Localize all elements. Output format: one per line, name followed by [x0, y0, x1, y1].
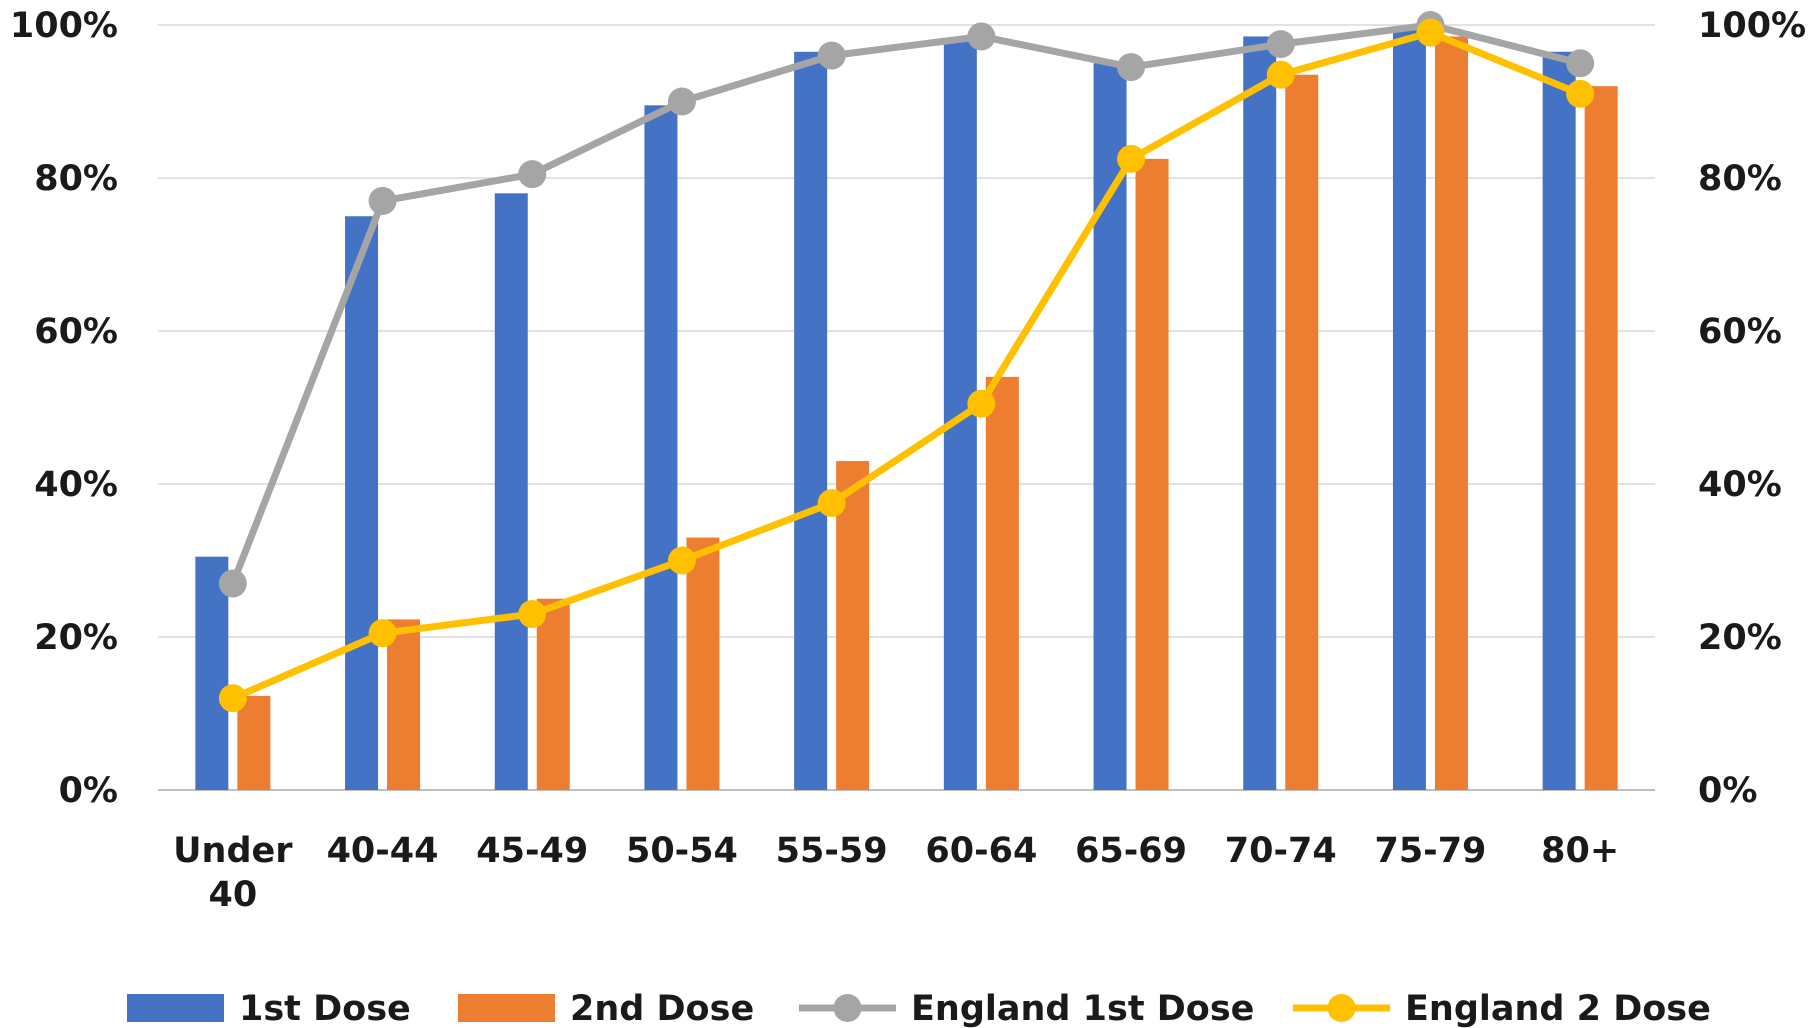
legend-marker — [833, 994, 862, 1022]
bar-second-dose — [686, 537, 720, 790]
y2-tick-label: 60% — [1698, 312, 1782, 352]
bar-first-dose — [1243, 36, 1277, 791]
point-england-first-dose — [1266, 30, 1295, 59]
point-england-second-dose — [817, 489, 846, 518]
point-england-second-dose — [218, 684, 247, 713]
bar-second-dose — [836, 461, 870, 790]
y2-tick-label: 0% — [1698, 771, 1757, 811]
point-england-first-dose — [518, 160, 547, 189]
x-tick-label-line: Under — [173, 831, 293, 871]
x-tick-label-line: 40-44 — [327, 831, 439, 871]
point-england-first-dose — [218, 569, 247, 598]
bar-second-dose — [985, 376, 1019, 790]
y-axis-left: 0% 20% 40% 60% 80% 100% — [10, 6, 118, 811]
x-tick-label: 65-69 — [1075, 831, 1187, 871]
point-england-first-dose — [1566, 49, 1595, 78]
x-tick-label: 55-59 — [776, 831, 888, 871]
point-england-second-dose — [1117, 144, 1146, 173]
y-tick-label: 60% — [34, 312, 118, 352]
y2-tick-label: 100% — [1698, 6, 1806, 46]
x-tick-label: 75-79 — [1374, 831, 1486, 871]
bar-first-dose — [644, 105, 678, 790]
x-axis: Under 40 40-44 45-49 50-54 55-59 60-64 65-69 70-… — [173, 831, 1619, 915]
point-england-second-dose — [667, 546, 696, 575]
point-england-second-dose — [518, 600, 547, 629]
x-tick-label: 50-54 — [626, 831, 738, 871]
x-tick-label-line: 80+ — [1541, 831, 1619, 871]
y-axis-right: 0% 20% 40% 60% 80% 100% — [1698, 6, 1806, 811]
x-tick-label-line: 75-79 — [1374, 831, 1486, 871]
x-tick-label: 40-44 — [327, 831, 439, 871]
x-tick-label-line: 70-74 — [1225, 831, 1337, 871]
y-tick-label: 100% — [10, 6, 118, 46]
point-england-first-dose — [817, 41, 846, 70]
point-england-second-dose — [368, 619, 397, 648]
y-tick-label: 20% — [34, 618, 118, 658]
x-tick-label: 70-74 — [1225, 831, 1337, 871]
legend: 1st Dose 2nd Dose England 1st Dose England … — [127, 989, 1711, 1028]
bar-second-dose — [1584, 86, 1618, 790]
line-england-first-dose — [229, 21, 1584, 587]
x-tick-label-line: 40 — [208, 875, 257, 915]
lines — [218, 11, 1595, 713]
y2-tick-label: 20% — [1698, 618, 1782, 658]
legend-marker — [1327, 994, 1356, 1022]
x-tick-label: 60-64 — [925, 831, 1037, 871]
legend-label: 1st Dose — [239, 989, 411, 1028]
x-tick-label: 80+ — [1541, 831, 1619, 871]
y-tick-label: 80% — [34, 159, 118, 199]
point-england-second-dose — [1266, 60, 1295, 89]
point-england-first-dose — [967, 22, 996, 51]
x-tick-label-line: 55-59 — [776, 831, 888, 871]
bar-second-dose — [237, 695, 271, 790]
y-tick-label: 0% — [59, 771, 118, 811]
line-england-second-dose — [229, 29, 1584, 702]
legend-swatch — [127, 994, 224, 1022]
legend-label: England 1st Dose — [911, 989, 1254, 1028]
bar-first-dose — [1392, 28, 1426, 790]
point-england-first-dose — [667, 87, 696, 116]
legend-label: 2nd Dose — [570, 989, 754, 1028]
y-tick-label: 40% — [34, 465, 118, 505]
bar-first-dose — [345, 216, 379, 790]
x-tick-label-line: 65-69 — [1075, 831, 1187, 871]
point-england-second-dose — [1416, 18, 1445, 47]
x-tick-label: Under 40 — [173, 831, 293, 915]
bar-first-dose — [1542, 51, 1576, 790]
bar-first-dose — [494, 193, 528, 791]
bar-second-dose — [387, 619, 421, 790]
bar-second-dose — [1135, 158, 1169, 790]
x-tick-label-line: 45-49 — [476, 831, 588, 871]
bar-first-dose — [794, 51, 828, 790]
y2-tick-label: 40% — [1698, 465, 1782, 505]
legend-swatch — [458, 994, 555, 1022]
point-england-second-dose — [967, 389, 996, 418]
x-tick-label: 45-49 — [476, 831, 588, 871]
point-england-first-dose — [1117, 53, 1146, 82]
bar-second-dose — [1285, 74, 1319, 791]
x-tick-label-line: 50-54 — [626, 831, 738, 871]
point-england-second-dose — [1566, 79, 1595, 108]
x-tick-label-line: 60-64 — [925, 831, 1037, 871]
bar-first-dose — [1093, 63, 1127, 790]
gridlines — [158, 24, 1655, 791]
y2-tick-label: 80% — [1698, 159, 1782, 199]
bar-first-dose — [195, 556, 229, 790]
bar-second-dose — [536, 598, 570, 790]
bars — [195, 28, 1618, 791]
bar-second-dose — [1434, 36, 1468, 791]
point-england-first-dose — [368, 186, 397, 215]
legend-label: England 2 Dose — [1405, 989, 1711, 1028]
